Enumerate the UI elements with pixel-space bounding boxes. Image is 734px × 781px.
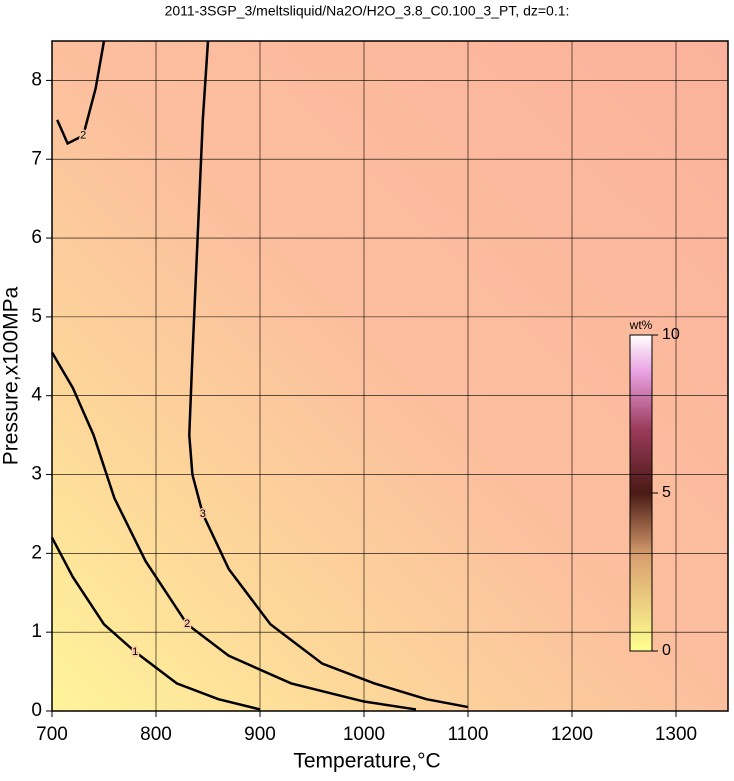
contour-label: 2	[80, 129, 86, 141]
contour-label: 2	[184, 618, 190, 630]
x-tick-label: 800	[140, 724, 172, 745]
x-axis-label: Temperature,°C	[293, 750, 440, 773]
x-tick-label: 1000	[343, 724, 385, 745]
y-tick-label: 7	[31, 148, 42, 169]
contour-label: 1	[132, 646, 138, 658]
plot-background	[52, 41, 728, 711]
contour-label: 3	[200, 508, 206, 520]
y-tick-label: 1	[31, 621, 42, 642]
colorbar-tick-label: 5	[662, 484, 671, 501]
y-tick-label: 8	[31, 69, 42, 90]
colorbar	[629, 334, 653, 652]
colorbar-tick-label: 0	[662, 642, 671, 659]
contour-line	[50, 537, 261, 711]
y-tick-label: 6	[31, 227, 42, 248]
colorbar-label: wt%	[629, 318, 653, 332]
y-tick-label: 4	[31, 385, 42, 406]
plot-frame	[51, 40, 729, 712]
x-tick-label: 1100	[448, 724, 489, 745]
chart-title: 2011-3SGP_3/meltsliquid/Na2O/H2O_3.8_C0.…	[165, 3, 570, 19]
contour-line	[56, 40, 106, 146]
y-tick-label: 0	[31, 700, 42, 721]
contour-line	[188, 40, 469, 709]
x-tick-label: 900	[244, 724, 276, 745]
colorbar-tick-label: 10	[662, 326, 680, 343]
y-tick-label: 3	[31, 464, 42, 485]
x-tick-label: 700	[36, 724, 68, 745]
x-tick-label: 1300	[655, 724, 697, 745]
y-tick-label: 2	[31, 542, 42, 563]
contour-line	[50, 351, 417, 711]
x-tick-label: 1200	[551, 724, 593, 745]
y-tick-label: 5	[31, 306, 42, 327]
y-axis-label: Pressure,x100MPa	[0, 286, 23, 465]
